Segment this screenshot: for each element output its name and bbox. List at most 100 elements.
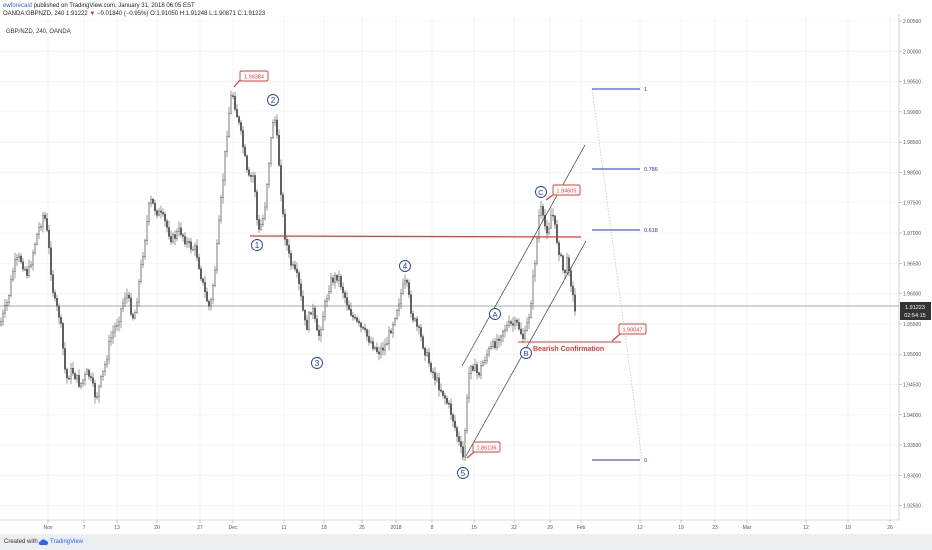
candle-body: [566, 257, 569, 273]
candle-body: [454, 420, 457, 428]
fib-diagonal: [591, 88, 643, 461]
candle-body: [193, 245, 196, 250]
svg-text:C: C: [538, 188, 544, 197]
candle-body: [85, 369, 88, 375]
wave-label-1[interactable]: 1: [251, 239, 263, 251]
candle-body: [564, 269, 567, 273]
candle-body: [506, 325, 509, 331]
candle-body: [58, 305, 61, 318]
candle-body: [113, 326, 116, 333]
candle-body: [187, 241, 190, 243]
svg-text:1: 1: [255, 241, 260, 250]
candle-body: [324, 301, 327, 317]
author-link[interactable]: ewforecast: [3, 3, 33, 9]
target-callout[interactable]: 1.90047: [611, 323, 647, 342]
candle-body: [512, 323, 515, 326]
candle-body: [173, 234, 176, 239]
candle-body: [414, 318, 417, 321]
wave-label-3[interactable]: 3: [311, 357, 323, 369]
candle-body: [574, 294, 577, 312]
candle-body: [63, 348, 66, 370]
candle-body: [422, 336, 425, 349]
svg-text:A: A: [492, 310, 497, 319]
candle-body: [38, 227, 41, 235]
price-chart[interactable]: 1.98500 1.98000 1.97500 1.97000 1.96500 1.960…: [0, 0, 932, 534]
candle-body: [532, 275, 535, 304]
candle-body: [89, 376, 92, 379]
tradingview-logo-text[interactable]: TradingView: [50, 539, 84, 545]
candle-body: [175, 231, 178, 239]
target-price-label: 1.90047: [623, 328, 643, 334]
candle-body: [326, 298, 329, 302]
candle-body: [141, 256, 144, 266]
candle-body: [428, 352, 431, 364]
candle-body: [388, 330, 391, 344]
c-price-label: 1.94605: [557, 189, 577, 195]
candle-body: [83, 373, 86, 381]
candle-body: [364, 327, 367, 330]
candle-body: [282, 194, 285, 215]
candle-body: [165, 220, 168, 228]
candle-body: [107, 341, 110, 360]
candle-body: [528, 317, 531, 323]
down-arrow-icon: ▼: [89, 11, 96, 17]
candle-body: [205, 291, 208, 302]
fib-level-1-label: 1: [644, 87, 647, 93]
price-tick-label: 1.97000: [903, 231, 921, 237]
candle-body: [95, 396, 98, 398]
candle-body: [548, 227, 551, 234]
candle-body: [115, 325, 118, 327]
candle-body: [542, 206, 545, 216]
price-tick-label: 1.94000: [903, 413, 921, 419]
candle-body: [5, 302, 8, 306]
candle-body: [490, 346, 493, 349]
candle-body: [424, 347, 427, 356]
time-tick-label: 20: [154, 525, 160, 531]
wave-label-2[interactable]: 2: [267, 94, 279, 106]
low-callout[interactable]: 1.86136: [466, 441, 501, 459]
candle-body: [416, 318, 419, 327]
candle-body: [195, 245, 198, 258]
resistance-line[interactable]: [249, 235, 582, 238]
candle-body: [452, 414, 455, 422]
candle-body: [448, 402, 451, 405]
high-callout[interactable]: 1.98384: [233, 70, 269, 88]
candle-body: [163, 213, 166, 222]
fib-extension[interactable]: 1 0.786 0.618 0: [591, 87, 658, 464]
time-axis[interactable]: Nov 7 13 20 27 Dec 11 18 25 2018 8 15 22 29 Feb 12 19 23 M…: [44, 520, 893, 531]
price-tick-label: 2.00500: [903, 19, 921, 25]
wave-label-b[interactable]: B: [520, 347, 532, 359]
candle-body: [438, 377, 441, 391]
candle-body: [211, 285, 214, 300]
candle-body: [286, 239, 289, 246]
wave-label-c[interactable]: C: [535, 186, 547, 198]
time-tick-label: 13: [114, 525, 120, 531]
candle-body: [247, 169, 250, 176]
candle-body: [316, 318, 319, 331]
candle-body: [264, 206, 267, 219]
candle-body: [139, 264, 142, 282]
time-tick-label: 7: [83, 525, 86, 531]
candle-body: [462, 446, 465, 458]
wave-label-5[interactable]: 5: [457, 467, 469, 479]
candle-body: [177, 227, 180, 232]
price-axis[interactable]: 1.98500 1.98000 1.97500 1.97000 1.96500 1.960…: [899, 19, 921, 510]
time-tick-label: 18: [321, 525, 327, 531]
candle-body: [123, 297, 126, 304]
candle-body: [225, 136, 228, 152]
candle-body: [109, 337, 112, 342]
wave-label-4[interactable]: 4: [399, 260, 411, 272]
candle-body: [356, 317, 359, 322]
candle-body: [237, 116, 240, 123]
candle-body: [398, 303, 401, 311]
candle-body: [245, 155, 248, 170]
candle-body: [46, 218, 49, 231]
channel-upper-line[interactable]: [461, 144, 586, 367]
candle-body: [310, 312, 313, 315]
candle-body: [34, 243, 37, 254]
candle-body: [62, 323, 65, 349]
candle-body: [308, 312, 311, 330]
c-callout[interactable]: 1.94605: [545, 184, 581, 201]
candle-body: [103, 364, 106, 372]
wave-label-a[interactable]: A: [489, 308, 501, 320]
